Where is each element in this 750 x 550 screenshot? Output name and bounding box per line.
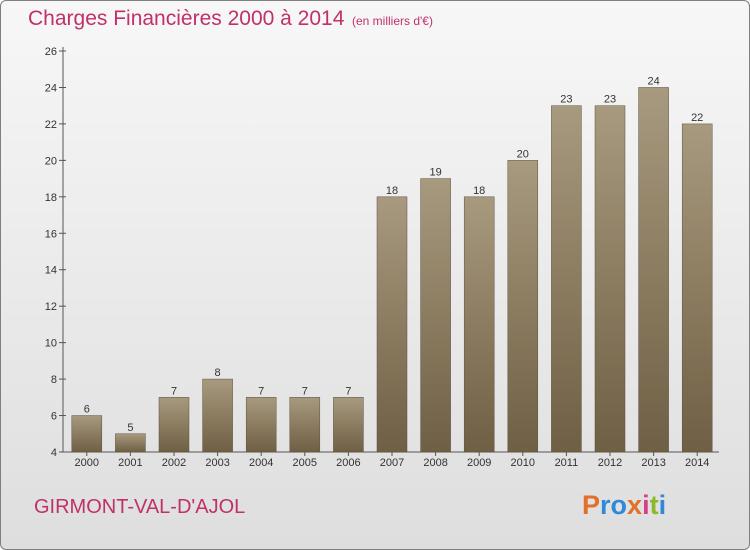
x-tick-label: 2010 [511, 457, 535, 469]
bar [115, 433, 146, 453]
bar [333, 397, 364, 453]
bar-value-label: 5 [127, 422, 133, 434]
bar-value-label: 6 [84, 404, 90, 416]
y-tick-label: 20 [45, 155, 57, 167]
x-tick-label: 2009 [467, 457, 491, 469]
bar [507, 160, 539, 453]
bar-value-label: 7 [171, 385, 177, 397]
x-tick-label: 2011 [555, 457, 579, 469]
bar-value-label: 8 [215, 367, 221, 379]
bar-value-label: 18 [473, 185, 485, 197]
x-tick-label: 2005 [293, 457, 317, 469]
x-tick-label: 2006 [336, 457, 360, 469]
bar [463, 196, 495, 453]
x-tick-label: 2002 [162, 457, 186, 469]
y-tick-label: 14 [45, 265, 57, 277]
x-tick-label: 2012 [598, 457, 622, 469]
x-tick-label: 2013 [641, 457, 665, 469]
bar-value-label: 7 [258, 385, 264, 397]
logo-letter: P [582, 490, 601, 520]
bar [420, 178, 451, 453]
x-tick-label: 2007 [380, 457, 404, 469]
bar [71, 415, 103, 453]
bar-value-label: 7 [345, 385, 351, 397]
proxiti-logo: Proxiti [582, 490, 666, 521]
commune-name: GIRMONT-VAL-D'AJOL [34, 496, 246, 518]
y-tick-label: 8 [51, 374, 57, 386]
x-tick-label: 2014 [685, 457, 709, 469]
bar-value-label: 20 [517, 148, 529, 160]
y-tick-label: 6 [51, 411, 57, 423]
x-tick-label: 2001 [118, 457, 142, 469]
bar [376, 196, 408, 453]
x-tick-label: 2008 [423, 457, 447, 469]
bar-value-label: 7 [302, 385, 308, 397]
bar-value-label: 24 [647, 75, 659, 87]
bar-value-label: 22 [691, 112, 703, 124]
bar [551, 105, 582, 453]
bar [245, 397, 277, 453]
bar [594, 105, 626, 453]
bar-value-label: 23 [560, 94, 572, 106]
bar [681, 123, 713, 453]
logo-letter: o [610, 490, 628, 520]
bar [158, 397, 190, 453]
bar-value-label: 18 [386, 185, 398, 197]
bar [289, 397, 321, 453]
y-tick-label: 10 [45, 338, 57, 350]
bar-value-label: 19 [429, 167, 441, 179]
y-tick-label: 12 [45, 301, 57, 313]
chart-subtitle: (en milliers d'€) [352, 14, 433, 28]
logo-letter: t [649, 490, 659, 520]
bar [202, 378, 233, 453]
logo-letter: r [600, 490, 611, 520]
y-tick-label: 4 [51, 447, 57, 459]
y-tick-label: 18 [45, 192, 57, 204]
x-tick-label: 2003 [205, 457, 229, 469]
y-tick-label: 26 [45, 46, 57, 58]
bar [638, 87, 669, 453]
x-tick-label: 2004 [249, 457, 273, 469]
logo-letter: i [658, 490, 667, 520]
y-tick-label: 16 [45, 228, 57, 240]
chart-title: Charges Financières 2000 à 2014 [28, 7, 345, 30]
logo-letter: x [627, 490, 643, 520]
logo-letter: i [642, 490, 650, 520]
bar-value-label: 23 [604, 94, 616, 106]
y-tick-label: 24 [45, 82, 57, 94]
y-tick-label: 22 [45, 119, 57, 131]
x-tick-label: 2000 [75, 457, 99, 469]
